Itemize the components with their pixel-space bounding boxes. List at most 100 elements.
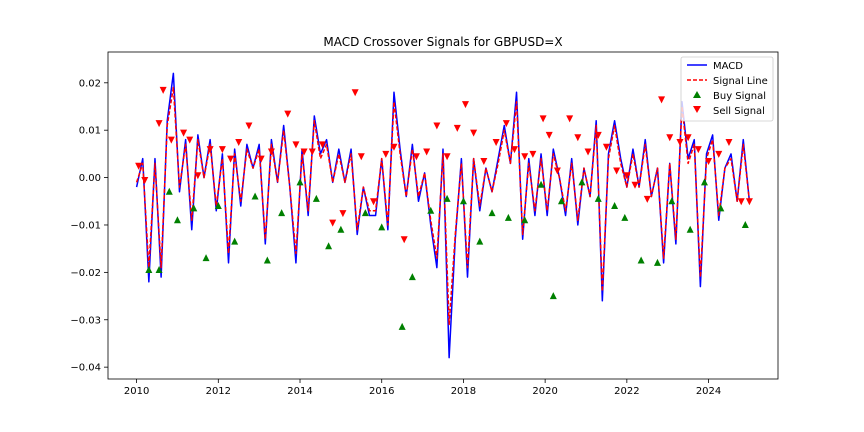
sell-signal-marker — [480, 158, 488, 165]
x-tick-label: 2014 — [287, 386, 312, 397]
y-tick-label: −0.03 — [70, 315, 101, 326]
buy-signal-marker — [717, 204, 725, 212]
sell-signal-marker — [737, 198, 745, 206]
buy-signal-marker — [408, 273, 416, 281]
y-tick-label: −0.02 — [70, 268, 101, 279]
signal-line — [135, 86, 751, 326]
sell-signal-marker — [705, 158, 713, 165]
sell-signal-marker — [135, 162, 143, 170]
sell-signal-marker — [300, 148, 308, 156]
x-tick-label: 2020 — [532, 386, 557, 397]
sell-signal-marker — [623, 172, 631, 180]
buy-signal-marker — [611, 202, 619, 210]
legend: MACD Signal Line Buy Signal Sell Signal — [680, 56, 774, 122]
buy-signal-marker — [621, 213, 629, 221]
sell-signal-marker — [227, 155, 235, 163]
sell-signal-marker — [329, 219, 337, 227]
buy-signal-marker — [361, 209, 369, 217]
sell-signal-marker — [308, 148, 316, 156]
buy-signal-marker — [165, 187, 173, 195]
legend-sell-swatch — [693, 106, 701, 113]
buy-signal-marker — [668, 197, 676, 205]
sell-signal-marker — [613, 167, 621, 175]
sell-signal-marker — [382, 150, 390, 158]
sell-signal-marker — [545, 131, 553, 139]
y-tick-label: −0.01 — [70, 220, 101, 231]
buy-signal-marker — [263, 256, 271, 264]
x-tick-label: 2018 — [451, 386, 476, 397]
sell-signal-marker — [155, 120, 163, 128]
buy-signal-marker — [190, 204, 198, 212]
buy-signal-marker — [325, 242, 333, 250]
sell-signal-marker — [666, 134, 674, 142]
sell-signal-marker — [257, 155, 265, 163]
buy-signal-marker — [173, 216, 181, 224]
buy-signal-marker — [398, 322, 406, 330]
buy-signal-marker — [557, 197, 565, 205]
buy-signal-marker — [278, 209, 286, 217]
sell-signal-marker — [658, 96, 666, 104]
sell-signal-marker — [745, 198, 753, 206]
sell-signal-marker — [186, 136, 194, 144]
buy-signal-marker — [459, 197, 467, 205]
sell-signal-marker — [194, 172, 202, 180]
y-tick-label: −0.04 — [70, 363, 101, 374]
sell-signal-marker — [218, 146, 226, 154]
x-tick-label: 2012 — [206, 386, 231, 397]
sell-signal-marker — [453, 124, 461, 132]
buy-signal-marker — [653, 258, 661, 266]
sell-signal-marker — [510, 146, 518, 154]
legend-box — [680, 56, 774, 122]
sell-signal-marker — [502, 120, 510, 128]
sell-signal-marker — [267, 148, 275, 156]
sell-signal-marker — [676, 139, 684, 147]
sell-signal-marker — [684, 134, 692, 142]
buy-signal-marker — [488, 209, 496, 217]
buy-signal-marker — [700, 178, 708, 186]
sell-signal-marker — [443, 153, 451, 161]
buy-signal-marker — [537, 180, 545, 188]
sell-signal-marker — [539, 115, 547, 123]
sell-signal-marker — [412, 153, 420, 161]
buy-signal-marker — [504, 213, 512, 221]
buy-signal-marker — [145, 266, 153, 273]
sell-signal-marker — [339, 210, 347, 218]
sell-signal-marker — [715, 150, 723, 158]
buy-signal-marker — [741, 220, 749, 228]
buy-signal-marker — [202, 254, 210, 262]
sell-signal-marker — [284, 110, 292, 118]
buy-signal-marker — [231, 237, 239, 245]
chart-title: MACD Crossover Signals for GBPUSD=X — [323, 35, 562, 49]
sell-signal-marker — [492, 139, 500, 147]
buy-signal-marker — [578, 178, 586, 186]
buy-signal-marker — [214, 202, 222, 210]
legend-signal-label: Signal Line — [713, 76, 768, 87]
buy-signal-marker — [155, 266, 163, 273]
sell-signal-marker — [159, 86, 167, 94]
buy-signal-marker — [251, 192, 259, 200]
sell-signal-marker — [643, 195, 651, 203]
buy-signal-marker — [549, 292, 557, 300]
sell-signal-marker — [180, 129, 188, 137]
sell-signal-marker — [433, 122, 441, 130]
buy-signal-marker — [296, 178, 304, 186]
sell-signal-marker — [370, 198, 378, 206]
buy-signal-marker — [378, 223, 386, 231]
signal-markers — [135, 86, 753, 330]
sell-signal-marker — [292, 141, 300, 149]
sell-signal-marker — [423, 148, 431, 156]
legend-sell-label: Sell Signal — [713, 106, 765, 117]
sell-signal-marker — [390, 143, 398, 151]
sell-signal-marker — [566, 115, 574, 123]
buy-signal-marker — [476, 237, 484, 245]
buy-signal-marker — [443, 194, 451, 202]
buy-signal-marker — [594, 194, 602, 202]
sell-signal-marker — [529, 150, 537, 158]
sell-signal-marker — [351, 89, 359, 97]
sell-signal-marker — [584, 148, 592, 156]
sell-signal-marker — [694, 146, 702, 154]
sell-signal-marker — [461, 101, 469, 109]
sell-signal-marker — [553, 167, 561, 175]
